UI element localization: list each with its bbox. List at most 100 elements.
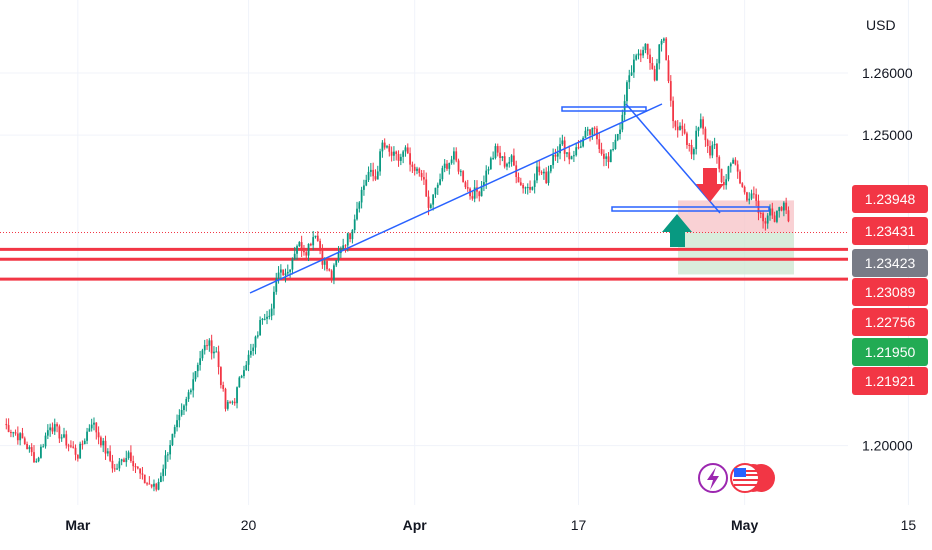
breakout-box <box>611 206 770 212</box>
candle-body <box>256 335 259 337</box>
candle-body <box>644 43 647 51</box>
candle-body <box>773 215 776 222</box>
candle <box>337 246 340 263</box>
candle <box>67 443 70 452</box>
price-axis[interactable]: USD 1.26000 1.25000 1.20000 <box>862 17 913 454</box>
candle-body <box>333 265 335 280</box>
candle-body <box>376 171 379 180</box>
candle-body <box>462 171 465 183</box>
candle-body <box>217 351 220 368</box>
candle-body <box>293 253 296 260</box>
candle-body <box>688 144 691 146</box>
candle <box>598 132 601 154</box>
candle <box>473 180 476 203</box>
price-badge-bg <box>852 308 928 336</box>
candle-body <box>300 242 303 251</box>
candle <box>226 399 229 411</box>
candle-body <box>383 142 386 148</box>
candle-body <box>480 186 483 197</box>
drawings[interactable] <box>249 103 770 294</box>
candle <box>90 418 93 432</box>
candle-body <box>637 53 640 56</box>
candle-body <box>390 151 393 156</box>
position-zones[interactable] <box>678 200 794 275</box>
time-axis[interactable]: Mar20Apr17May15Jun <box>65 517 932 533</box>
candle <box>404 145 407 157</box>
candle-body <box>446 163 448 169</box>
candle <box>307 243 310 262</box>
candle-body <box>485 170 488 183</box>
candle-body <box>734 159 737 165</box>
candle <box>762 211 764 229</box>
candle-body <box>658 44 661 64</box>
candle <box>681 119 684 136</box>
candle-body <box>750 193 753 199</box>
candle-body <box>711 145 714 156</box>
candle <box>219 366 222 389</box>
candle-body <box>199 358 202 365</box>
price-badge: 1.23431 <box>852 217 928 245</box>
candle <box>37 456 40 463</box>
candle-body <box>776 211 778 222</box>
candle <box>665 37 668 61</box>
candle-body <box>143 474 146 484</box>
candle <box>702 116 704 135</box>
candle-body <box>746 192 748 201</box>
candle-body <box>132 461 135 467</box>
candle-body <box>284 273 287 276</box>
candle <box>217 345 220 375</box>
candle-body <box>725 179 728 186</box>
candle <box>203 339 206 355</box>
candle <box>531 186 534 191</box>
candle <box>660 38 663 52</box>
candle-body <box>513 155 515 166</box>
candle <box>76 454 79 462</box>
candle-body <box>492 157 495 159</box>
candle <box>229 400 232 404</box>
candle-body <box>93 422 95 425</box>
candle-body <box>21 433 24 439</box>
candle <box>72 441 75 449</box>
candle <box>672 96 675 129</box>
candle-body <box>159 476 162 482</box>
candle-body <box>372 169 375 177</box>
candle <box>236 386 238 409</box>
candle <box>10 429 12 438</box>
candle-body <box>65 434 68 446</box>
candle <box>600 142 603 156</box>
candle <box>270 303 273 321</box>
candle-body <box>185 399 188 406</box>
candle-body <box>542 171 545 174</box>
candle <box>469 187 471 200</box>
candle <box>692 147 695 161</box>
candle-body <box>720 168 723 183</box>
candle <box>612 142 615 152</box>
candle-body <box>296 246 298 254</box>
price-badge-bg <box>852 217 928 245</box>
candle-body <box>764 221 767 224</box>
candle <box>462 170 465 183</box>
candle-body <box>56 424 58 427</box>
candle <box>28 445 31 453</box>
candle <box>259 316 262 336</box>
lightning-icon[interactable] <box>698 463 728 493</box>
candle-body <box>464 182 467 188</box>
corner-icons[interactable] <box>698 463 775 493</box>
candle <box>312 231 315 251</box>
support-levels[interactable] <box>0 232 848 281</box>
candle <box>316 231 319 242</box>
us-flag-icon[interactable] <box>730 463 775 493</box>
candle-body <box>337 253 340 260</box>
candle-body <box>35 461 38 463</box>
candle <box>651 57 654 70</box>
candle <box>365 174 368 187</box>
candle <box>284 268 287 283</box>
candle-body <box>12 432 15 434</box>
candle-body <box>626 82 628 102</box>
candle <box>443 159 446 173</box>
candle <box>748 192 751 205</box>
candle-body <box>275 278 278 292</box>
candle-body <box>651 63 654 70</box>
candle <box>360 186 363 209</box>
